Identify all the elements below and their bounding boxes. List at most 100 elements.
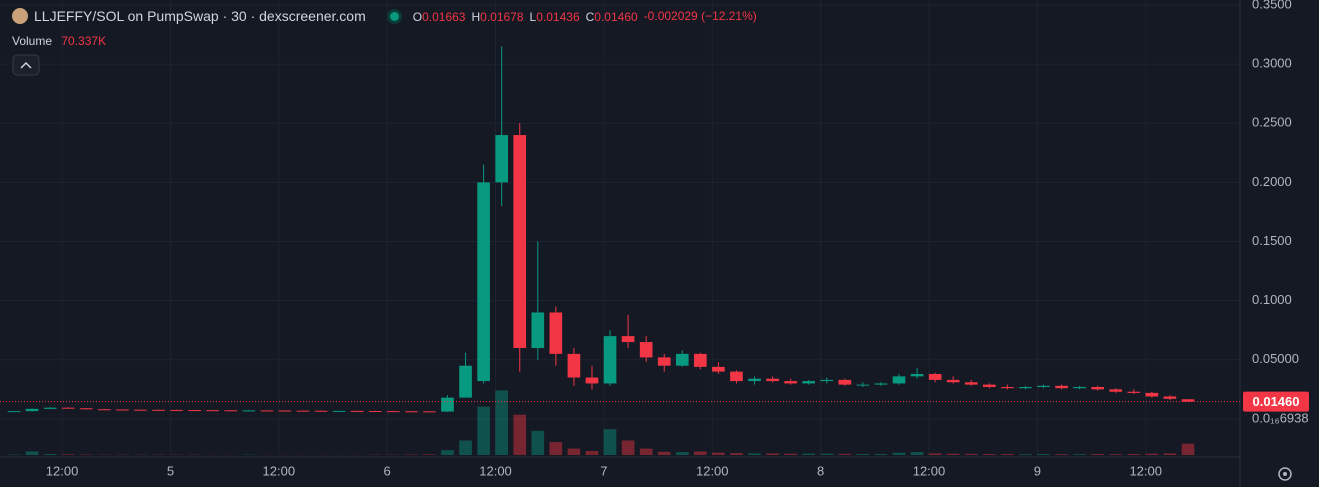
- candle-body: [1091, 386, 1105, 390]
- volume-bar: [1073, 454, 1086, 455]
- y-tick-label: 0.1000: [1252, 292, 1292, 307]
- volume-bar: [964, 453, 978, 455]
- candle-body: [405, 411, 418, 413]
- change: -0.002029 (−12.21%): [643, 9, 757, 23]
- candle-body: [423, 411, 436, 413]
- volume-bar: [513, 414, 527, 455]
- volume-bar: [657, 451, 671, 455]
- candle-body: [657, 357, 671, 366]
- candle-body: [332, 410, 346, 412]
- candle-body: [531, 312, 545, 348]
- candle-body: [802, 381, 816, 384]
- ohlc-values: O0.01663 H0.01678 L0.01436 C0.01460: [413, 8, 638, 24]
- x-tick-label: 7: [600, 463, 607, 478]
- volume-bar: [603, 429, 617, 455]
- candle-body: [603, 336, 617, 384]
- settings-icon-dot: [1283, 472, 1287, 476]
- volume-bar: [1055, 454, 1068, 455]
- candle-body: [621, 336, 635, 343]
- candle-body: [1073, 386, 1086, 389]
- candle-body: [278, 410, 292, 412]
- chevron-icon: [20, 61, 32, 69]
- volume-bar: [441, 450, 454, 455]
- candle-body: [79, 408, 93, 410]
- candle-body: [242, 410, 256, 412]
- token-avatar: [12, 8, 28, 24]
- candle-body: [675, 353, 689, 366]
- volume-bar: [1109, 454, 1123, 455]
- y-tick-label: 0.2500: [1252, 115, 1292, 130]
- candle-body: [296, 410, 310, 412]
- candle-body: [152, 409, 165, 411]
- candle-body: [874, 383, 888, 385]
- x-tick-label: 12:00: [696, 463, 729, 478]
- volume-bar: [621, 440, 635, 455]
- volume-bar: [639, 448, 653, 455]
- candle-body: [1037, 385, 1050, 387]
- candle-body: [748, 378, 761, 382]
- volume-bar: [549, 442, 563, 455]
- volume-bar: [1163, 453, 1177, 455]
- candle-body: [1019, 386, 1032, 389]
- candle-body: [982, 384, 996, 387]
- candle-body: [25, 408, 39, 412]
- volume-bar: [423, 454, 436, 455]
- volume-bar: [874, 454, 888, 455]
- candle-body: [441, 397, 454, 412]
- chart-title: LLJEFFY/SOL on PumpSwap · 30 · dexscreen…: [34, 8, 366, 24]
- y-tick-label: 0.2000: [1252, 174, 1292, 189]
- candle-body: [856, 384, 870, 386]
- volume-bar: [730, 453, 743, 455]
- volume-bar: [712, 452, 725, 455]
- volume-bar: [910, 452, 924, 455]
- volume-bar: [1181, 443, 1195, 455]
- volume-bar: [459, 440, 472, 455]
- candle-body: [567, 353, 581, 378]
- ohlc-value: 0.01436: [536, 10, 580, 24]
- candle-body: [910, 373, 924, 377]
- volume-bar: [1091, 454, 1105, 455]
- candle-body: [7, 411, 21, 413]
- x-tick-label: 6: [384, 463, 391, 478]
- volume-legend: Volume 70.337K: [12, 34, 106, 48]
- volume-bar: [838, 453, 852, 455]
- settings-icon[interactable]: [1278, 467, 1292, 481]
- volume-bar: [856, 454, 870, 455]
- candle-body: [513, 135, 527, 348]
- candle-body: [459, 365, 472, 398]
- volume-bar: [748, 453, 761, 455]
- candle-body: [477, 182, 490, 382]
- ohlc-value: 0.01678: [480, 10, 524, 24]
- collapse-button[interactable]: [12, 54, 40, 76]
- volume-bar: [1127, 454, 1141, 455]
- candle-body: [116, 409, 129, 411]
- volume-bar: [1037, 454, 1050, 455]
- volume-label: Volume: [12, 34, 53, 48]
- candle-body: [350, 410, 364, 412]
- x-tick-label: 9: [1034, 463, 1041, 478]
- x-tick-label: 12:00: [1129, 463, 1162, 478]
- candle-body: [170, 409, 183, 411]
- candle-body: [386, 411, 400, 413]
- candle-body: [61, 407, 75, 409]
- candle-body: [495, 135, 508, 183]
- volume-bar: [61, 454, 75, 455]
- candle-body: [1055, 385, 1068, 389]
- candle-body: [549, 312, 563, 354]
- volume-value: 70.337K: [61, 34, 107, 48]
- candle-body: [1145, 392, 1159, 397]
- volume-bar: [43, 454, 57, 455]
- candle-body: [134, 409, 147, 411]
- volume-bar: [1145, 453, 1159, 455]
- candle-body: [368, 411, 382, 413]
- volume-bar: [1001, 454, 1014, 455]
- candle-body: [1001, 386, 1014, 389]
- volume-bar: [766, 453, 779, 455]
- volume-bar: [531, 430, 545, 455]
- candle-body: [98, 409, 111, 411]
- last-price-box: [1243, 391, 1309, 412]
- last-price-label: 0.01460: [1253, 394, 1300, 409]
- candle-body: [694, 353, 707, 367]
- candle-body: [928, 373, 942, 380]
